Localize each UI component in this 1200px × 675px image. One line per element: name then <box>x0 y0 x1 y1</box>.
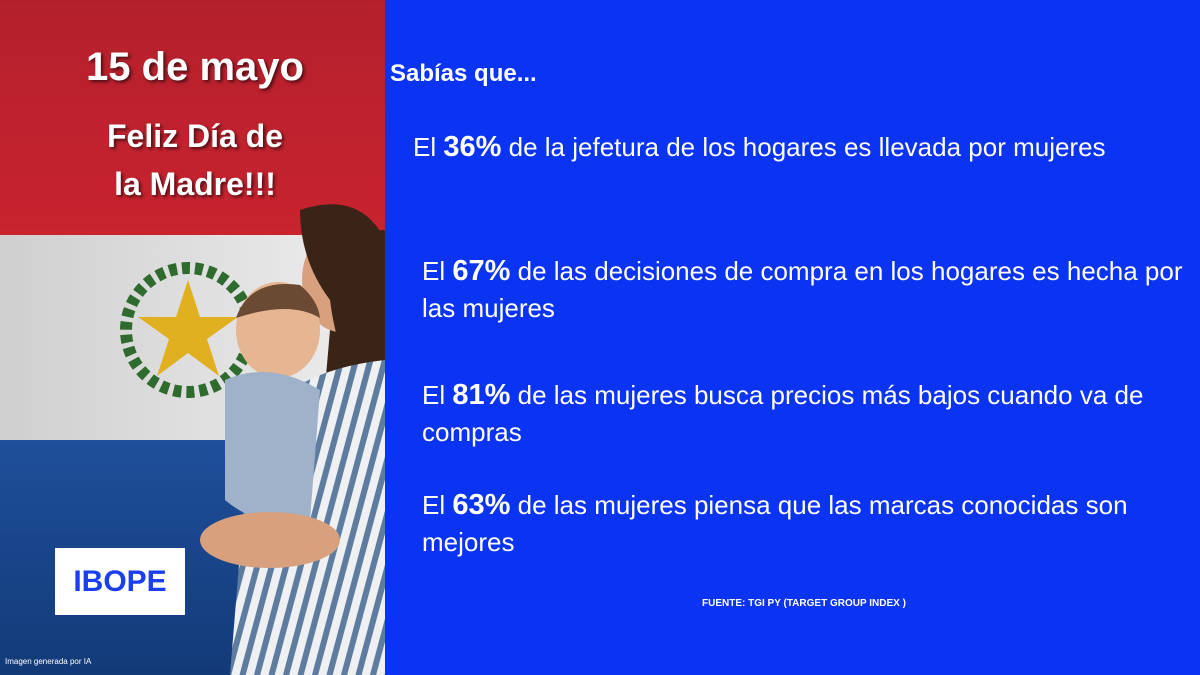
fact: El 81% de las mujeres busca precios más … <box>422 377 1192 451</box>
date: 15 de mayo <box>86 45 304 89</box>
fact-highlight: 81% <box>452 379 511 411</box>
fact-text: de las mujeres busca precios más bajos c… <box>422 380 1144 447</box>
fact: El 63% de las mujeres piensa que las mar… <box>422 487 1192 561</box>
fact-lead: El <box>422 380 446 410</box>
fact-lead: El <box>422 256 446 286</box>
fact: El 67% de las decisiones de compra en lo… <box>422 253 1192 327</box>
fact-lead: El <box>413 132 437 162</box>
fact-highlight: 36% <box>443 131 502 163</box>
fact-text: de las decisiones de compra en los hogar… <box>422 256 1183 323</box>
heading: Sabías que... <box>390 60 537 87</box>
flag-photo <box>0 0 385 675</box>
source: FUENTE: TGI PY (TARGET GROUP INDEX ) <box>702 598 906 609</box>
fact: El 36% de la jefetura de los hogares es … <box>413 129 1183 166</box>
logo: IBOPE <box>55 548 185 615</box>
image-note: Imagen generada por IA <box>5 657 92 666</box>
fact-highlight: 67% <box>452 255 511 287</box>
fact-text: de las mujeres piensa que las marcas con… <box>422 490 1128 557</box>
fact-highlight: 63% <box>452 489 511 521</box>
fact-lead: El <box>422 490 446 520</box>
greeting: Feliz Día de la Madre!!! <box>106 118 284 202</box>
fact-text: de la jefetura de los hogares es llevada… <box>508 132 1106 162</box>
